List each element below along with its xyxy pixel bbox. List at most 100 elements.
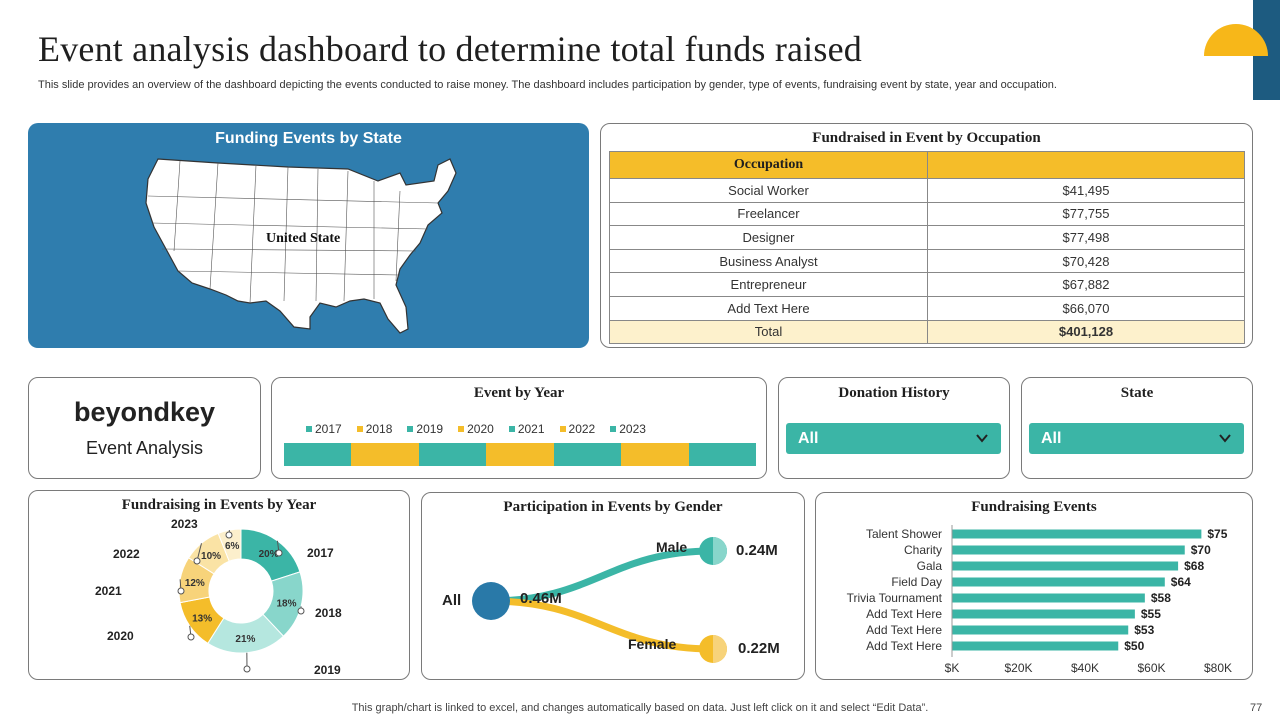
male-value: 0.24M <box>736 542 778 559</box>
legend-label: 2019 <box>416 422 444 436</box>
legend-item-2017[interactable]: 2017 <box>306 422 342 436</box>
bar-category-label: Add Text Here <box>866 607 942 621</box>
bar-value-label: $58 <box>1151 591 1171 605</box>
legend-label: 2018 <box>365 422 393 436</box>
legend-swatch <box>407 426 414 432</box>
year-segment-2019[interactable] <box>418 443 487 466</box>
legend-swatch <box>610 426 617 432</box>
table-header-occupation: Occupation <box>609 151 928 179</box>
bar-category-label: Field Day <box>891 575 942 589</box>
table-header-row: Occupation <box>609 151 1245 179</box>
fundraising-events-bar-chart: Talent Shower $75 Charity $70 Gala $68 Field D… <box>847 525 1232 675</box>
map-panel[interactable]: Funding Events by State United State <box>28 123 589 348</box>
legend-label: 2021 <box>517 422 545 436</box>
male-flow-link <box>491 547 713 605</box>
bar-5[interactable] <box>952 609 1135 619</box>
fundraising-events-title: Fundraising Events <box>971 499 1097 515</box>
page-number: 77 <box>1250 702 1263 714</box>
bar-category-label: Add Text Here <box>866 623 942 637</box>
legend-item-2023[interactable]: 2023 <box>610 422 646 436</box>
legend-label: 2017 <box>315 422 342 436</box>
donut-leader-dot <box>193 557 201 565</box>
donut-leader-dot <box>187 633 195 641</box>
donut-chart-panel: Fundraising in Events by Year 20% 2017 18%… <box>28 490 410 680</box>
bar-3[interactable] <box>952 577 1165 587</box>
year-stacked-bar <box>284 443 756 466</box>
legend-label: 2023 <box>619 422 646 436</box>
donut-percent-label: 12% <box>185 578 205 589</box>
female-node-highlight <box>713 635 727 663</box>
donut-percent-label: 6% <box>225 541 240 552</box>
brand-name: beyondkey <box>73 397 216 427</box>
year-segment-2017[interactable] <box>284 443 352 466</box>
bar-x-tick-label: $20K <box>1004 661 1032 675</box>
legend-item-2018[interactable]: 2018 <box>356 422 393 436</box>
occupation-cell: Freelancer <box>609 201 928 227</box>
brand-subtitle: Event Analysis <box>85 438 204 458</box>
fundraising-events-panel: Fundraising Events Talent Shower $75 Chari… <box>815 492 1253 680</box>
donation-history-dropdown[interactable]: All <box>786 423 1001 454</box>
all-node[interactable] <box>472 582 510 620</box>
bar-7[interactable] <box>952 641 1119 651</box>
donut-percent-label: 20% <box>259 549 279 560</box>
year-segment-2018[interactable] <box>351 443 419 466</box>
amount-cell: $41,495 <box>927 178 1245 203</box>
donut-year-label: 2020 <box>107 629 134 643</box>
donut-leader-dot <box>297 607 305 615</box>
legend-item-2020[interactable]: 2020 <box>458 422 494 436</box>
bar-4[interactable] <box>952 593 1145 603</box>
dropdown-value: All <box>798 430 819 447</box>
donut-leader-dot <box>177 587 185 595</box>
chevron-down-icon <box>1219 434 1231 443</box>
bar-0[interactable] <box>952 529 1202 539</box>
year-segment-2022[interactable] <box>621 443 689 466</box>
bar-value-label: $64 <box>1171 575 1191 589</box>
male-node-highlight <box>713 537 727 565</box>
legend-label: 2022 <box>568 422 596 436</box>
state-dropdown[interactable]: All <box>1029 423 1244 454</box>
donut-chart: 20% 2017 18% 2018 21% 2019 13% 2020 12% 2021 10% 20… <box>95 517 342 677</box>
gender-flow-chart <box>472 537 727 663</box>
bar-6[interactable] <box>952 625 1129 635</box>
map-country-label: United State <box>266 231 341 246</box>
bar-value-label: $53 <box>1134 623 1154 637</box>
bar-1[interactable] <box>952 545 1185 555</box>
donut-percent-label: 21% <box>235 634 255 645</box>
bar-x-tick-label: $K <box>945 661 960 675</box>
year-segment-2021[interactable] <box>553 443 622 466</box>
legend-item-2019[interactable]: 2019 <box>407 422 443 436</box>
legend-item-2022[interactable]: 2022 <box>559 422 596 436</box>
total-value: 0.46M <box>520 590 562 607</box>
bar-x-tick-label: $40K <box>1071 661 1099 675</box>
donut-leader-dot <box>275 549 283 557</box>
dropdown-value: All <box>1041 430 1062 447</box>
donut-year-label: 2022 <box>113 547 140 561</box>
donut-year-label: 2021 <box>95 584 122 598</box>
occupation-panel: Fundraised in Event by Occupation Occupa… <box>600 123 1253 348</box>
bar-x-tick-label: $60K <box>1137 661 1165 675</box>
year-segment-2023[interactable] <box>688 443 756 466</box>
bar-category-label: Trivia Tournament <box>847 591 943 605</box>
usa-map-icon[interactable] <box>138 151 478 347</box>
amount-cell: $67,882 <box>927 272 1245 297</box>
year-segment-2020[interactable] <box>486 443 554 466</box>
bar-2[interactable] <box>952 561 1179 571</box>
donut-slice-2023[interactable] <box>217 528 242 562</box>
state-title: State <box>1120 385 1154 401</box>
table-total-row: Total $401,128 <box>609 319 1245 345</box>
map-title: Funding Events by State <box>215 130 402 147</box>
bar-category-label: Gala <box>917 559 943 573</box>
female-flow-link <box>491 597 713 653</box>
table-row: Entrepreneur $67,882 <box>609 272 1245 297</box>
chevron-down-icon <box>976 434 988 443</box>
bar-category-label: Add Text Here <box>866 639 942 653</box>
bar-category-label: Talent Shower <box>866 527 942 541</box>
bar-value-label: $50 <box>1124 639 1144 653</box>
total-amount-cell: $401,128 <box>927 319 1245 345</box>
donut-leader-dot <box>225 531 233 539</box>
table-row: Designer $77,498 <box>609 225 1245 250</box>
donut-leader-dot <box>243 665 251 673</box>
table-header-amount <box>927 151 1245 179</box>
legend-item-2021[interactable]: 2021 <box>508 422 545 436</box>
table-row: Social Worker $41,495 <box>609 178 1245 203</box>
